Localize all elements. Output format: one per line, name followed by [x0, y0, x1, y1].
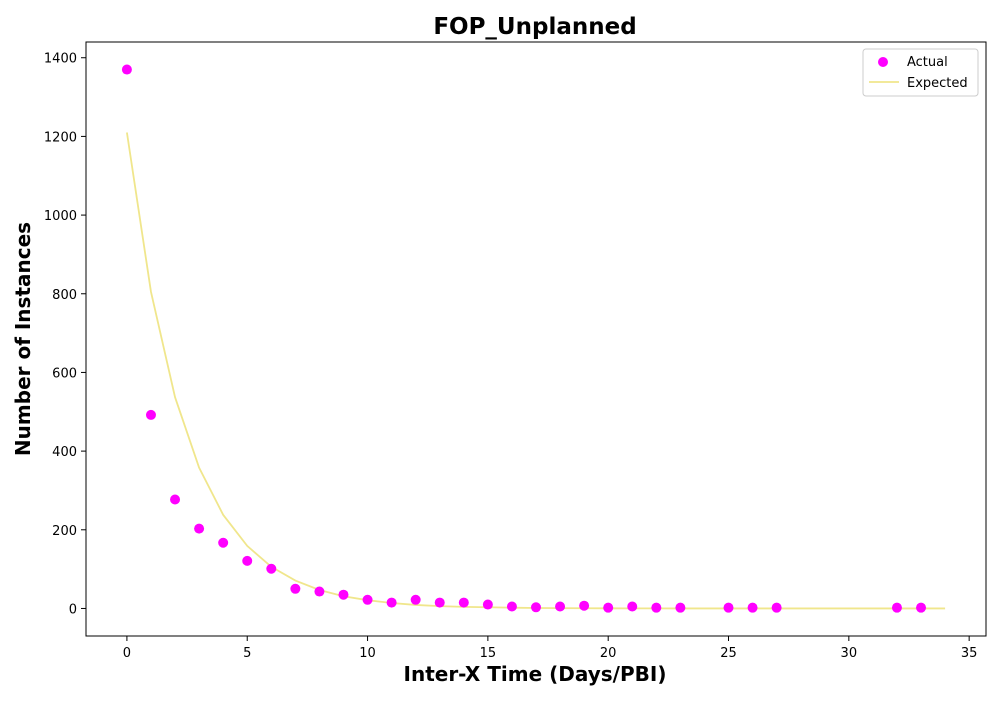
x-tick-label: 25 [720, 646, 737, 661]
plot-area [85, 41, 987, 637]
y-tick-label: 800 [52, 288, 77, 303]
actual-point [506, 601, 517, 612]
y-tick-label: 0 [69, 602, 77, 617]
y-axis-label: Number of Instances [11, 222, 35, 456]
actual-point [579, 600, 590, 611]
actual-point [651, 602, 662, 613]
actual-point [627, 601, 638, 612]
actual-point [386, 597, 397, 608]
x-tick-label: 10 [359, 646, 376, 661]
x-tick-label: 5 [243, 646, 251, 661]
actual-point [314, 586, 325, 597]
actual-point [555, 601, 566, 612]
actual-point [916, 602, 927, 613]
actual-point [338, 589, 349, 600]
actual-point [458, 597, 469, 608]
actual-point [194, 523, 205, 534]
x-tick-label: 30 [841, 646, 858, 661]
actual-point [218, 537, 229, 548]
actual-point [675, 602, 686, 613]
legend-actual-marker [878, 57, 888, 67]
actual-point [531, 602, 541, 613]
actual-point [170, 494, 181, 505]
y-tick-label: 600 [52, 366, 77, 381]
legend-box [862, 48, 979, 97]
x-axis-ticks: 0 5 10 15 20 25 30 35 [123, 636, 978, 661]
actual-point [410, 594, 421, 605]
legend-expected-label: Expected [907, 76, 968, 91]
expected-line [126, 132, 946, 610]
x-tick-label: 20 [600, 646, 617, 661]
actual-point [121, 64, 132, 75]
actual-point [891, 602, 902, 613]
x-tick-label: 15 [480, 646, 497, 661]
actual-point [242, 555, 253, 566]
plot-frame [85, 41, 987, 637]
y-axis-ticks: 0 200 400 600 800 1000 1200 1400 [44, 52, 86, 617]
y-tick-label: 1000 [44, 209, 77, 224]
actual-point [482, 599, 493, 610]
legend: Actual Expected [862, 48, 979, 97]
actual-point [603, 602, 614, 613]
y-tick-label: 1200 [44, 130, 77, 145]
y-tick-label: 400 [52, 445, 77, 460]
actual-point [290, 583, 301, 594]
actual-point [145, 409, 156, 420]
x-axis-label: Inter-X Time (Days/PBI) [404, 662, 667, 686]
y-tick-label: 200 [52, 524, 77, 539]
actual-point [747, 602, 758, 613]
actual-point [434, 597, 445, 608]
actual-point [362, 594, 373, 605]
series-layer [121, 64, 946, 613]
y-tick-label: 1400 [44, 52, 77, 67]
legend-actual-label: Actual [907, 55, 948, 70]
actual-point [266, 563, 277, 574]
chart-title: FOP_Unplanned [433, 14, 636, 40]
actual-point [771, 602, 782, 613]
actual-point [723, 602, 734, 613]
x-tick-label: 35 [961, 646, 978, 661]
x-tick-label: 0 [123, 646, 131, 661]
